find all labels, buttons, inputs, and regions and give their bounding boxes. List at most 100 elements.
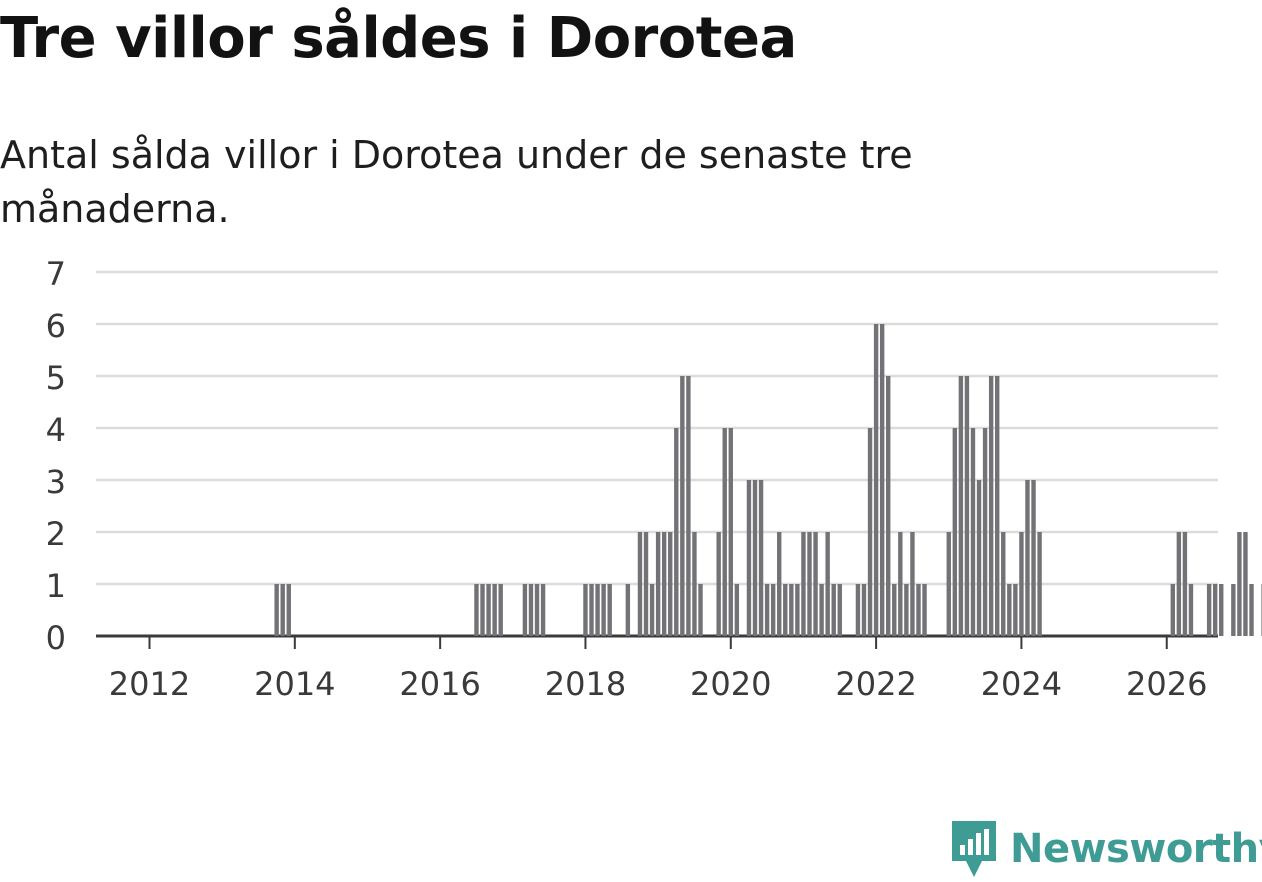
bar	[988, 376, 994, 636]
bar	[964, 376, 970, 636]
bar	[746, 480, 752, 636]
bar	[1237, 532, 1242, 636]
bar	[1007, 584, 1012, 636]
bar	[1019, 532, 1024, 636]
bar	[837, 584, 842, 636]
x-tick-label: 2026	[1126, 665, 1207, 703]
bar	[879, 324, 885, 636]
bar	[680, 376, 685, 636]
bar	[589, 584, 594, 636]
bar	[1013, 584, 1018, 636]
bar	[916, 584, 921, 636]
bar	[474, 584, 479, 636]
bar	[764, 584, 770, 636]
bar	[1206, 584, 1212, 636]
bar	[280, 584, 285, 636]
x-tick-label: 2022	[835, 665, 916, 703]
bar	[1249, 584, 1254, 636]
y-tick-label: 4	[46, 411, 66, 449]
bar	[795, 584, 800, 636]
bar	[770, 584, 776, 636]
bar	[492, 584, 497, 636]
brand-name: Newsworthy	[1010, 826, 1262, 872]
x-tick-label: 2024	[981, 665, 1062, 703]
bar	[970, 428, 976, 636]
bar	[1176, 532, 1182, 636]
bar	[783, 584, 788, 636]
bar	[540, 584, 546, 636]
bar	[898, 532, 903, 636]
bar	[649, 584, 655, 636]
bar	[831, 584, 836, 636]
bar	[637, 532, 643, 636]
bar	[1170, 584, 1175, 636]
bar	[286, 584, 291, 636]
chart-subtitle: Antal sålda villor i Dorotea under de se…	[0, 133, 913, 231]
bar	[274, 584, 279, 636]
bar	[995, 376, 1000, 636]
bar	[655, 532, 661, 636]
bars	[274, 324, 1262, 636]
newsworthy-logo: Newsworthy	[948, 816, 1262, 882]
bar	[486, 584, 491, 636]
bar	[807, 532, 812, 636]
bar	[1231, 584, 1236, 636]
bar	[1025, 480, 1030, 636]
bar	[946, 532, 951, 636]
bar	[1037, 532, 1042, 636]
bar	[480, 584, 485, 636]
bar	[976, 480, 982, 636]
bar	[777, 532, 782, 636]
bar	[716, 532, 721, 636]
x-tick-label: 2014	[254, 665, 335, 703]
y-tick-label: 5	[46, 359, 66, 397]
x-axis-ticks: 2012 2014 2016 2018 2020 2022 2024 2026	[109, 636, 1207, 703]
y-tick-label: 7	[46, 255, 66, 293]
bar	[922, 584, 927, 636]
bar	[734, 584, 740, 636]
chart-title: Tre villor såldes i Dorotea	[0, 6, 797, 71]
bar	[686, 376, 691, 636]
bar	[643, 532, 649, 636]
bar	[1219, 584, 1224, 636]
bar	[528, 584, 534, 636]
bar	[801, 532, 806, 636]
bar	[498, 584, 503, 636]
bar	[904, 584, 909, 636]
bar	[1031, 480, 1036, 636]
bar	[855, 584, 861, 636]
x-tick-label: 2020	[690, 665, 771, 703]
bar	[1243, 532, 1248, 636]
x-tick-label: 2012	[109, 665, 190, 703]
bar	[789, 584, 794, 636]
bar	[522, 584, 528, 636]
bar	[722, 428, 727, 636]
bar	[752, 480, 758, 636]
bar	[813, 532, 818, 636]
y-tick-label: 3	[46, 463, 66, 501]
bar	[728, 428, 733, 636]
bar	[595, 584, 600, 636]
bar	[607, 584, 612, 636]
bar	[819, 584, 824, 636]
bar	[668, 532, 673, 636]
bar	[674, 428, 679, 636]
bar	[534, 584, 540, 636]
bar	[886, 376, 891, 636]
bar	[910, 532, 915, 636]
y-tick-label: 2	[46, 515, 66, 553]
y-axis-ticks: 0 1 2 3 4 5 6 7	[46, 255, 66, 657]
bar	[758, 480, 764, 636]
bar	[692, 532, 697, 636]
bar	[861, 584, 867, 636]
bar	[1001, 532, 1006, 636]
bar	[873, 324, 879, 636]
y-tick-label: 0	[46, 619, 66, 657]
bar	[952, 428, 958, 636]
bar	[1182, 532, 1188, 636]
bar	[1212, 584, 1218, 636]
x-tick-label: 2018	[545, 665, 626, 703]
bar	[867, 428, 873, 636]
bar	[601, 584, 606, 636]
